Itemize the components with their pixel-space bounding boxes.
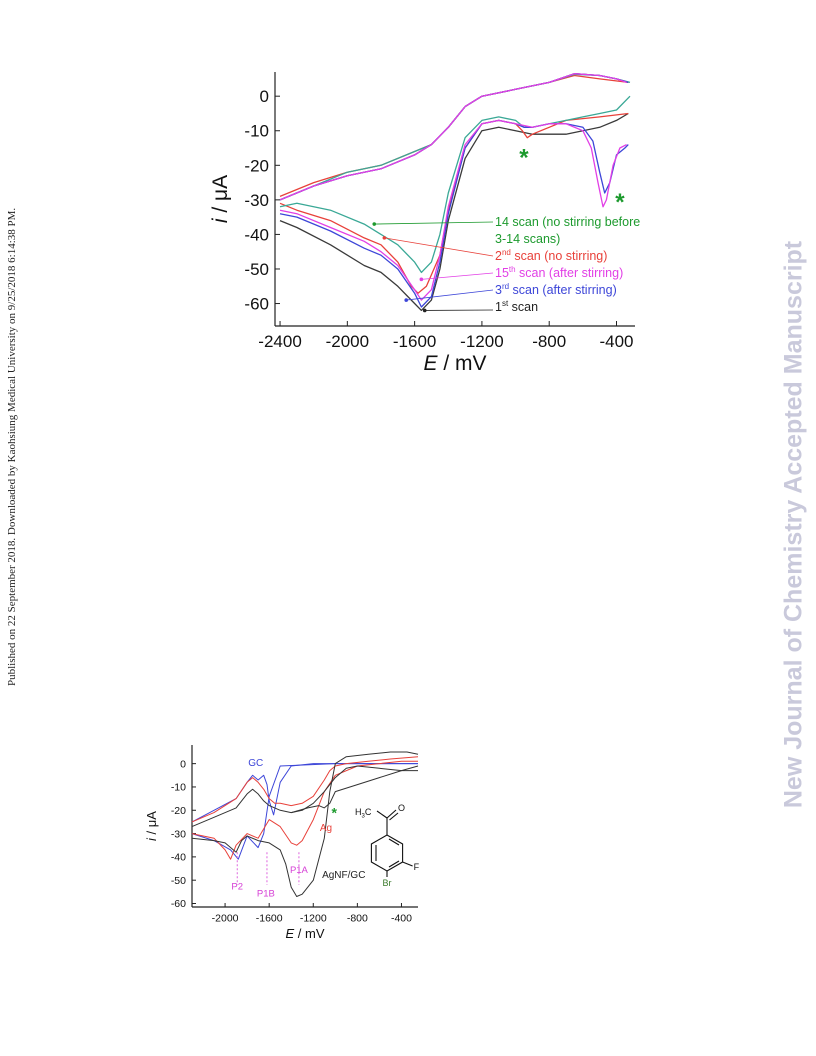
peak-label: P1A [290, 865, 309, 876]
x-axis-label: E / mV [423, 352, 486, 375]
legend-entry: 3rd scan (after stirring) [495, 282, 617, 297]
legend-entry: 2nd scan (no stirring) [495, 248, 607, 263]
publication-note: Published on 22 September 2018. Download… [6, 207, 18, 686]
bromine-label: Br [383, 878, 392, 888]
c-o-bond [386, 809, 397, 819]
x-tick-label: -1200 [300, 913, 327, 925]
peak-asterisk: * [519, 144, 529, 171]
legend-entry: 15th scan (after stirring) [495, 265, 623, 280]
y-axis-label: i / μA [144, 811, 159, 841]
leader-arrowhead [382, 236, 387, 240]
journal-watermark: New Journal of Chemistry Accepted Manusc… [779, 240, 808, 809]
series-black [291, 765, 419, 814]
series-black [191, 751, 419, 897]
leader-arrowhead [372, 222, 377, 226]
curve-label: Ag [320, 823, 332, 834]
molecule-structure [370, 809, 413, 877]
y-tick-label: -50 [171, 875, 186, 887]
y-tick-label: -30 [171, 828, 186, 840]
legend-entry: 14 scan (no stirring before [495, 215, 640, 229]
oxygen-label: O [398, 803, 405, 813]
cyclic-voltammogram-electrodes: 0 -10 -20 -30 -40 -50 -60 -2000 -1600 -1200 -800 -4… [144, 745, 420, 941]
leader-arrowhead [404, 298, 409, 302]
peak-label: P2 [231, 882, 243, 893]
legend-entry: 1st scan [495, 299, 538, 314]
leader-line [421, 272, 494, 280]
c-f-bond [402, 861, 413, 867]
y-tick-label: -30 [244, 191, 269, 210]
peak-label: P1B [257, 889, 275, 900]
series-black [191, 765, 418, 828]
series-blue [191, 763, 418, 860]
methyl-bond [376, 810, 388, 819]
c-o-double-bond [389, 812, 399, 821]
series-black [279, 112, 629, 312]
series-magenta [279, 119, 627, 301]
x-tick-label: -2000 [212, 913, 239, 925]
x-axis-label: E / mV [285, 926, 324, 941]
x-tick-label: -2000 [326, 332, 369, 351]
ring-double-bond [388, 838, 400, 846]
x-tick-label: -400 [599, 332, 633, 351]
x-tick-label: -1600 [256, 913, 283, 925]
series-red [191, 756, 419, 823]
x-tick-label: -1600 [393, 332, 436, 351]
y-tick-label: -50 [244, 260, 269, 279]
series-magenta [279, 73, 627, 201]
peak-asterisk: * [615, 189, 625, 216]
y-tick-label: -40 [244, 225, 269, 244]
fluorine-label: F [414, 862, 420, 872]
ring-double-bond [388, 860, 400, 868]
series-blue [191, 763, 418, 823]
leader-arrowhead [422, 308, 427, 313]
leader-line [384, 237, 494, 257]
x-tick-label: -2400 [258, 332, 301, 351]
y-axis-label: i / μA [209, 175, 232, 223]
y-tick-label: -20 [244, 156, 269, 175]
leader-arrowhead [419, 277, 424, 282]
y-tick-label: 0 [180, 758, 186, 770]
legend-entry: 3-14 scans) [495, 232, 560, 246]
x-tick-label: -400 [391, 913, 412, 925]
curve-label: AgNF/GC [322, 870, 365, 881]
y-tick-label: -60 [171, 898, 186, 910]
methyl-label: H3C [355, 807, 372, 820]
peak-asterisk: * [331, 804, 337, 820]
y-tick-label: 0 [260, 87, 269, 106]
y-tick-label: -40 [171, 852, 186, 864]
leader-line [374, 221, 494, 225]
x-tick-label: -1200 [460, 332, 503, 351]
y-tick-label: -60 [244, 294, 269, 313]
y-tick-label: -20 [171, 805, 186, 817]
x-tick-label: -800 [532, 332, 566, 351]
y-tick-label: -10 [171, 782, 186, 794]
series-green [279, 95, 631, 274]
y-tick-label: -10 [244, 122, 269, 141]
curve-label: GC [248, 758, 263, 769]
x-tick-label: -800 [347, 913, 368, 925]
cyclic-voltammogram-scans: 0 -10 -20 -30 -40 -50 -60 -2400 -2000 -1600 -1200 -… [209, 72, 640, 375]
leader-line [406, 289, 494, 301]
